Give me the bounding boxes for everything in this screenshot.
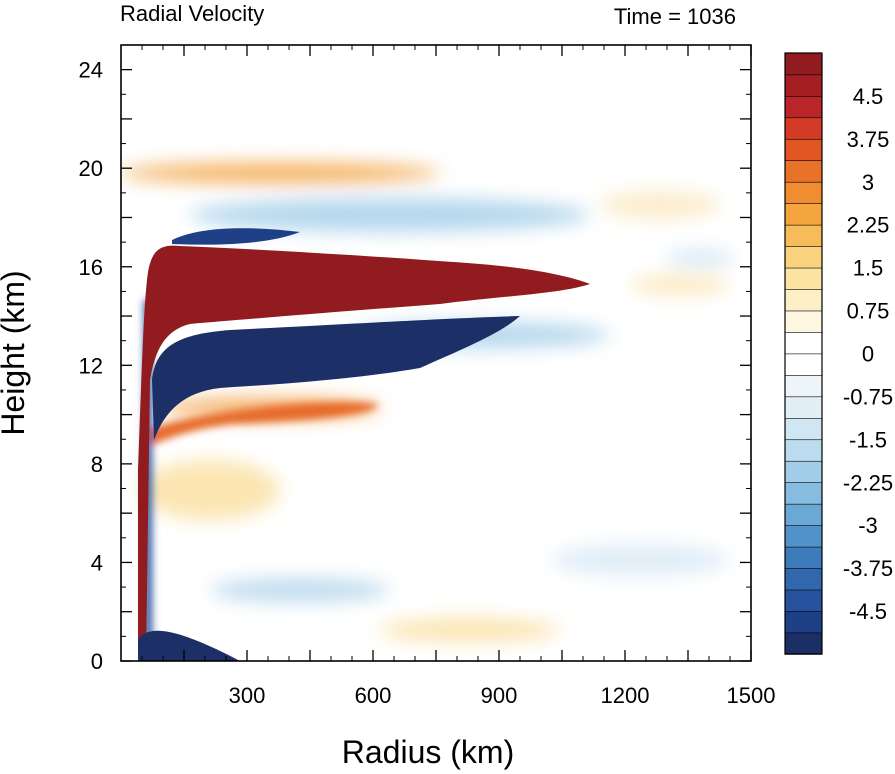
colorbar-swatch [784,74,823,97]
weak-inflow-c [665,250,735,266]
colorbar-swatch [784,224,823,247]
colorbar-tick-label: -0.75 [843,384,893,409]
colorbar-swatch [784,567,823,591]
weak-outflow-c [600,191,720,219]
colorbar-swatch [784,117,823,140]
upper-inflow-jet [172,228,300,245]
colorbar-swatch [784,460,823,483]
colorbar-swatch [784,439,823,462]
colorbar-swatch [784,610,823,634]
y-tick-label: 8 [91,452,103,477]
colorbar-swatch [784,546,823,569]
main-inflow-jet [152,316,520,440]
colorbar-swatch [784,374,823,398]
x-axis-label: Radius (km) [342,734,514,770]
colorbar-tick-label: -1.5 [849,427,887,452]
colorbar-swatch [784,181,823,204]
colorbar-tick-label: 3.75 [847,127,890,152]
colorbar-tick-label: 3 [862,170,874,195]
colorbar-swatch [784,589,823,612]
colorbar-tick-label: -4.5 [849,599,887,624]
upper-inflow-band [190,198,590,232]
colorbar-swatch [784,481,823,505]
colorbar-tick-label: 0 [862,342,874,367]
colorbar-swatch [784,95,823,119]
colorbar-swatch [784,632,823,655]
colorbar-swatch [784,52,823,76]
weak-outflow-a [140,460,280,520]
main-outflow-jet [138,245,590,660]
x-tick-label: 600 [355,683,392,708]
upper-outflow-band [121,163,440,183]
velocity-field [121,163,735,661]
chart-title: Radial Velocity [120,1,264,26]
colorbar-tick-label: 0.75 [847,299,890,324]
colorbar-tick-label: -3.75 [843,556,893,581]
colorbar-swatch [784,160,823,183]
weak-outflow-d [630,275,730,295]
colorbar-tick-label: 4.5 [853,84,884,109]
weak-outflow-b [380,618,560,642]
y-tick-label: 16 [79,255,103,280]
colorbar-swatch [784,267,823,290]
y-axis: 0 4 8 12 16 20 24 [79,44,751,674]
colorbar-tick-label: -3 [858,513,878,538]
colorbar-swatch [784,524,823,548]
colorbar-swatch [784,202,823,226]
colorbar-tick-label: -2.25 [843,470,893,495]
x-tick-label: 900 [481,683,518,708]
colorbar-swatch [784,417,823,441]
colorbar-swatch [784,138,823,162]
time-label: Time = 1036 [614,4,736,29]
x-tick-label: 1500 [727,683,776,708]
y-tick-label: 4 [91,550,103,575]
y-tick-label: 20 [79,156,103,181]
colorbar-swatch [784,396,823,419]
colorbar-swatch [784,245,823,269]
colorbar-swatch [784,503,823,526]
x-axis: 300 600 900 1200 1500 [141,45,776,708]
weak-inflow-a [210,578,390,602]
colorbar-tick-label: 2.25 [847,213,890,238]
x-tick-label: 300 [229,683,266,708]
weak-inflow-b [550,544,730,576]
colorbar-swatch [784,310,823,333]
low-level-inflow [138,630,240,661]
x-tick-label: 1200 [601,683,650,708]
colorbar-swatch [784,353,823,376]
colorbar: 4.5 3.75 3 2.25 1.5 0.75 0 -0.75 -1.5 -2.25 -3 -3.7… [784,52,893,655]
lower-outflow-jet [150,402,379,446]
y-tick-label: 24 [79,58,103,83]
colorbar-frame [784,52,823,655]
y-tick-label: 0 [91,649,103,674]
colorbar-swatch [784,331,823,355]
colorbar-tick-label: 1.5 [853,256,884,281]
colorbar-swatch [784,288,823,312]
y-axis-label: Height (km) [0,270,31,435]
y-tick-label: 12 [79,353,103,378]
